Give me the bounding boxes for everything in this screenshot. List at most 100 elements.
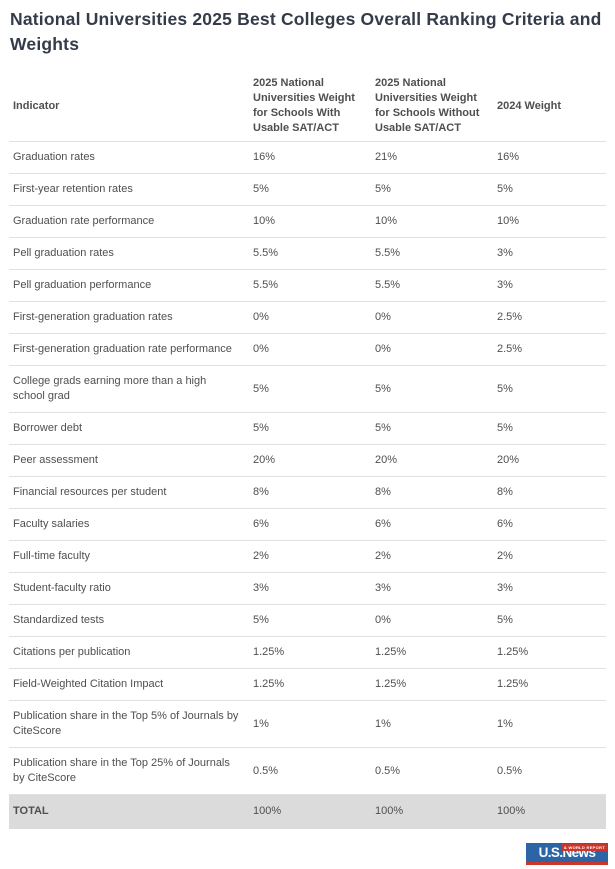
total-row: TOTAL 100% 100% 100% (9, 794, 606, 829)
table-row: Faculty salaries 6% 6% 6% (9, 508, 606, 541)
weight-cell: 2% (249, 540, 371, 573)
total-row-label: TOTAL (9, 794, 249, 829)
table-row: Graduation rates 16% 21% 16% (9, 141, 606, 174)
weight-cell: 1.25% (249, 668, 371, 701)
indicator-cell: Pell graduation performance (9, 269, 249, 302)
weight-cell: 0% (371, 604, 493, 637)
weight-cell: 2.5% (493, 333, 606, 366)
indicator-cell: First-generation graduation rates (9, 301, 249, 334)
weight-cell: 5% (493, 412, 606, 445)
indicator-cell: Standardized tests (9, 604, 249, 637)
table-row: First-generation graduation rate perform… (9, 333, 606, 366)
weight-cell: 5.5% (371, 269, 493, 302)
indicator-cell: Graduation rate performance (9, 205, 249, 238)
weight-cell: 3% (493, 237, 606, 270)
weight-cell: 8% (493, 476, 606, 509)
weight-cell: 20% (493, 444, 606, 477)
weight-cell: 5.5% (249, 237, 371, 270)
indicator-cell: Citations per publication (9, 636, 249, 669)
indicator-cell: Faculty salaries (9, 508, 249, 541)
table-row: College grads earning more than a high s… (9, 365, 606, 413)
weight-cell: 2% (371, 540, 493, 573)
table-row: First-year retention rates 5% 5% 5% (9, 173, 606, 206)
weight-cell: 10% (493, 205, 606, 238)
weight-cell: 1% (493, 700, 606, 748)
total-weight-2025-with-cell: 100% (249, 794, 371, 829)
weight-cell: 3% (493, 572, 606, 605)
weight-cell: 0.5% (493, 747, 606, 795)
weight-cell: 0% (249, 301, 371, 334)
weight-cell: 1% (371, 700, 493, 748)
table-row: Student-faculty ratio 3% 3% 3% (9, 572, 606, 605)
indicator-cell: Graduation rates (9, 141, 249, 174)
table-row: Field-Weighted Citation Impact 1.25% 1.25%… (9, 668, 606, 701)
weight-cell: 5% (249, 173, 371, 206)
weight-cell: 3% (493, 269, 606, 302)
weight-cell: 16% (493, 141, 606, 174)
weight-cell: 5% (249, 365, 371, 413)
table-row: Financial resources per student 8% 8% 8% (9, 476, 606, 509)
weight-cell: 0% (249, 333, 371, 366)
usnews-logo-tagline: & WORLD REPORT (561, 844, 607, 851)
weight-cell: 5% (249, 604, 371, 637)
weight-cell: 5% (371, 173, 493, 206)
table-row: Peer assessment 20% 20% 20% (9, 444, 606, 477)
weight-cell: 0% (371, 333, 493, 366)
usnews-logo-red-stripe (526, 862, 608, 865)
weight-cell: 20% (249, 444, 371, 477)
column-header-2025-weight-without-sat-act: 2025 National Universities Weight for Sc… (371, 71, 493, 142)
table-row: First-generation graduation rates 0% 0% 2.5… (9, 301, 606, 334)
weight-cell: 0% (371, 301, 493, 334)
indicator-cell: Financial resources per student (9, 476, 249, 509)
indicator-cell: Full-time faculty (9, 540, 249, 573)
weight-cell: 1% (249, 700, 371, 748)
column-header-2025-weight-with-sat-act: 2025 National Universities Weight for Sc… (249, 71, 371, 142)
table-header-row: Indicator 2025 National Universities Wei… (9, 71, 606, 142)
usnews-logo: U.S.News & WORLD REPORT (526, 843, 608, 865)
weight-cell: 10% (249, 205, 371, 238)
weight-cell: 5% (493, 604, 606, 637)
weight-cell: 6% (493, 508, 606, 541)
table-row: Pell graduation performance 5.5% 5.5% 3% (9, 269, 606, 302)
weight-cell: 2.5% (493, 301, 606, 334)
weight-cell: 1.25% (371, 668, 493, 701)
weight-cell: 5% (493, 173, 606, 206)
column-header-2024-weight: 2024 Weight (493, 71, 606, 142)
weight-cell: 20% (371, 444, 493, 477)
usnews-logo-main: U.S.News & WORLD REPORT (526, 843, 608, 862)
weight-cell: 2% (493, 540, 606, 573)
weight-cell: 1.25% (371, 636, 493, 669)
weight-cell: 16% (249, 141, 371, 174)
indicator-cell: Borrower debt (9, 412, 249, 445)
weight-cell: 0.5% (249, 747, 371, 795)
table-row: Standardized tests 5% 0% 5% (9, 604, 606, 637)
weight-cell: 1.25% (493, 668, 606, 701)
table-row: Publication share in the Top 25% of Jour… (9, 747, 606, 795)
weight-cell: 5.5% (371, 237, 493, 270)
indicator-cell: College grads earning more than a high s… (9, 365, 249, 413)
weight-cell: 8% (249, 476, 371, 509)
page-title: National Universities 2025 Best Colleges… (10, 9, 602, 54)
indicator-cell: Publication share in the Top 25% of Jour… (9, 747, 249, 795)
weight-cell: 1.25% (493, 636, 606, 669)
table-body: Graduation rates 16% 21% 16% First-year rete… (9, 141, 606, 795)
table-row: Publication share in the Top 5% of Journ… (9, 700, 606, 748)
indicator-cell: First-year retention rates (9, 173, 249, 206)
indicator-cell: Pell graduation rates (9, 237, 249, 270)
weight-cell: 6% (249, 508, 371, 541)
indicator-cell: First-generation graduation rate perform… (9, 333, 249, 366)
table-row: Borrower debt 5% 5% 5% (9, 412, 606, 445)
indicator-cell: Publication share in the Top 5% of Journ… (9, 700, 249, 748)
weight-cell: 5% (249, 412, 371, 445)
weight-cell: 21% (371, 141, 493, 174)
weight-cell: 0.5% (371, 747, 493, 795)
column-header-indicator: Indicator (9, 71, 249, 142)
indicator-cell: Peer assessment (9, 444, 249, 477)
weight-cell: 1.25% (249, 636, 371, 669)
table-row: Graduation rate performance 10% 10% 10% (9, 205, 606, 238)
weight-cell: 5% (371, 412, 493, 445)
total-weight-2024-cell: 100% (493, 794, 606, 829)
weight-cell: 6% (371, 508, 493, 541)
weight-cell: 8% (371, 476, 493, 509)
